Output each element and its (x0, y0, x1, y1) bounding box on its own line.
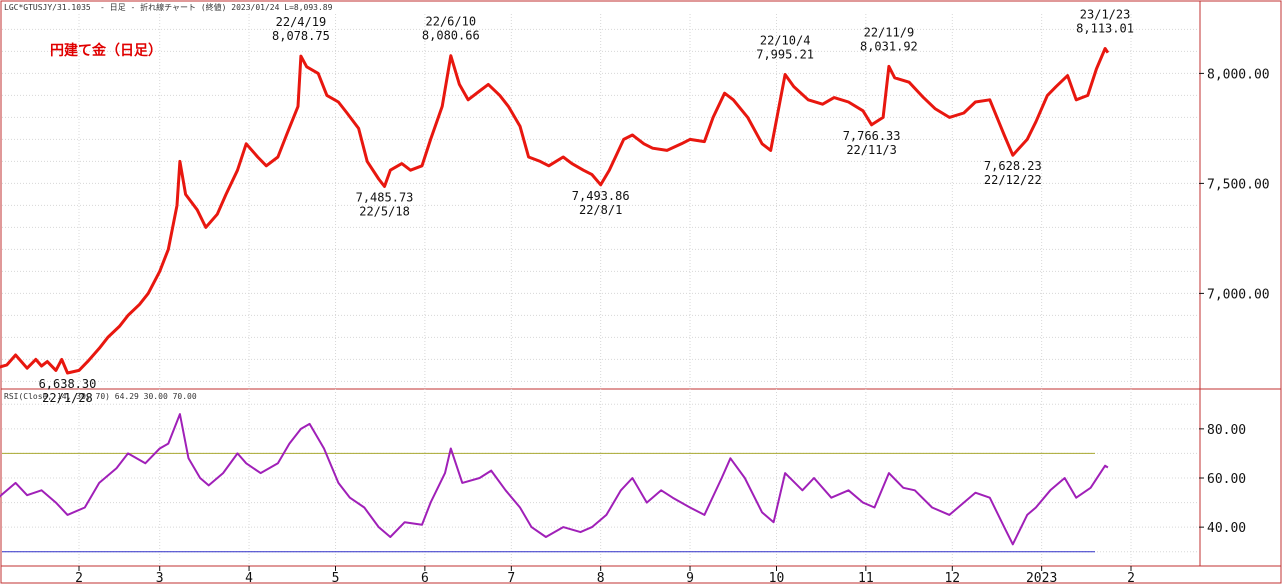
rsi-ytick-label: 40.00 (1207, 521, 1246, 536)
rsi-ytick-label: 60.00 (1207, 472, 1246, 487)
annotation-line2: 8,078.75 (272, 29, 330, 43)
x-tick-label: 6 (421, 571, 429, 584)
annotation-line1: 7,493.86 (572, 189, 630, 203)
annotation-line1: 22/6/10 (426, 15, 477, 29)
price-ytick-label: 8,000.00 (1207, 67, 1270, 82)
rsi-series-line (0, 413, 1109, 546)
annotation-line2: 8,113.01 (1076, 22, 1134, 36)
annotation-line1: 7,485.73 (356, 191, 414, 205)
annotation-line1: 23/1/23 (1080, 8, 1131, 22)
annotation-line2: 22/12/22 (984, 173, 1042, 187)
x-tick-label: 4 (245, 571, 253, 584)
x-tick-label: 2 (75, 571, 83, 584)
x-tick-label: 12 (944, 571, 960, 584)
annotation-line2: 8,080.66 (422, 29, 480, 43)
y-tick-labels: 8,000.00 7,500.00 7,000.00 80.00 60.00 40.00 (1199, 67, 1270, 536)
annotation-line2: 8,031.92 (860, 39, 918, 53)
x-tick-labels: 2 3 4 5 6 7 8 9 10 11 12 2023 2 (75, 566, 1135, 586)
annotation-line1: 22/11/9 (864, 25, 915, 39)
annotation-line1: 22/10/4 (760, 33, 811, 47)
annotation-line1: 6,638.30 (39, 377, 97, 391)
x-tick-label: 7 (507, 571, 515, 584)
x-tick-label: 10 (769, 571, 785, 584)
rsi-reference-lines (2, 452, 1095, 553)
rsi-title: RSI(Close, 14, 30, 70) 64.29 30.00 70.00 (4, 392, 197, 401)
price-annotations: 6,638.3022/1/2822/4/198,078.757,485.7322… (39, 8, 1134, 405)
annotation-line2: 22/1/28 (42, 391, 93, 405)
series-lines (0, 47, 1110, 546)
header-symbol: LGC*GTUSJY/31.1035 (4, 3, 91, 12)
rsi-ytick-label: 80.00 (1207, 423, 1246, 438)
x-tick-label: 11 (858, 571, 874, 584)
x-tick-label: 9 (686, 571, 694, 584)
chart-title: 円建て金（日足） (50, 42, 162, 59)
x-tick-label: 5 (332, 571, 340, 584)
header-info: - 日足 - 折れ線チャート (終値) 2023/01/24 L=8,093.8… (100, 2, 333, 12)
annotation-line2: 22/11/3 (846, 143, 897, 157)
x-tick-label: 2 (1127, 571, 1135, 584)
x-tick-label: 3 (156, 571, 164, 584)
annotation-line1: 7,628.23 (984, 159, 1042, 173)
price-series-line (0, 47, 1110, 375)
price-ytick-label: 7,500.00 (1207, 177, 1270, 192)
x-tick-label: 2023 (1026, 571, 1057, 584)
price-ytick-label: 7,000.00 (1207, 287, 1270, 302)
annotation-line2: 22/8/1 (579, 203, 622, 217)
annotation-line2: 7,995.21 (756, 47, 814, 61)
annotation-line2: 22/5/18 (359, 205, 410, 219)
x-tick-label: 8 (597, 571, 605, 584)
annotation-line1: 22/4/19 (276, 15, 327, 29)
annotation-line1: 7,766.33 (843, 129, 901, 143)
